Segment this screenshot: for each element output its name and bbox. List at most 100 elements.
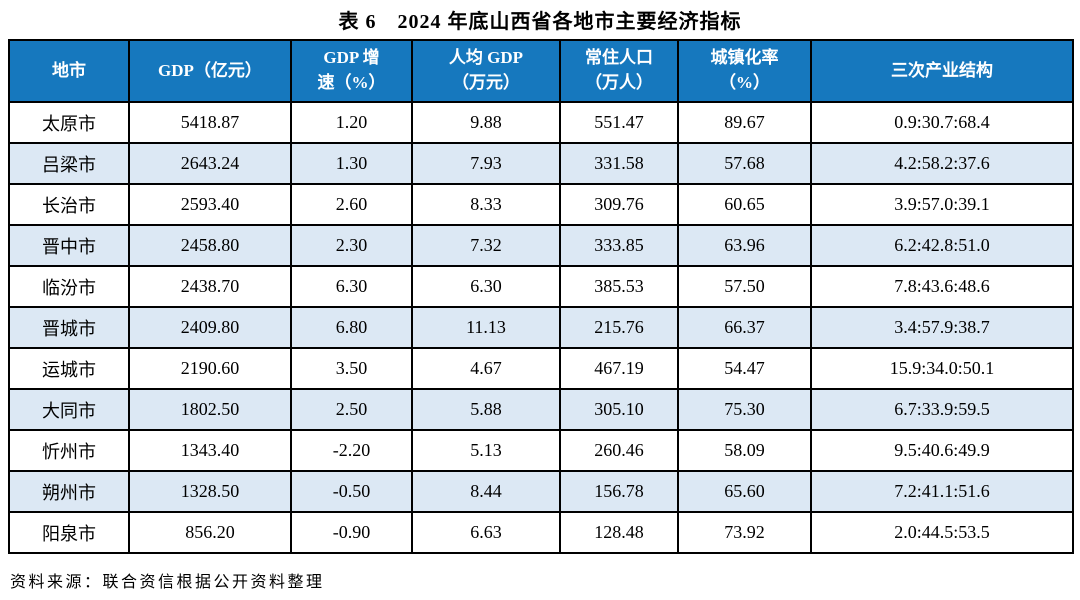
- table-cell: 3.9:57.0:39.1: [810, 183, 1074, 226]
- table-cell: 2409.80: [128, 306, 292, 349]
- table-cell: 65.60: [677, 470, 812, 513]
- table-cell: 长治市: [8, 183, 130, 226]
- table-cell: 57.50: [677, 265, 812, 308]
- table-cell: 15.9:34.0:50.1: [810, 347, 1074, 390]
- table-cell: 6.7:33.9:59.5: [810, 388, 1074, 431]
- table-cell: 333.85: [559, 224, 679, 267]
- table-cell: 7.8:43.6:48.6: [810, 265, 1074, 308]
- table-row: 太原市 5418.87 1.20 9.88 551.47 89.67 0.9:30.7:68…: [8, 101, 1074, 144]
- table-cell: 5.88: [411, 388, 561, 431]
- table-cell: 73.92: [677, 511, 812, 554]
- table-cell: 260.46: [559, 429, 679, 472]
- table-cell: 1802.50: [128, 388, 292, 431]
- table-cell: 7.32: [411, 224, 561, 267]
- table-cell: 4.67: [411, 347, 561, 390]
- table-cell: 6.80: [290, 306, 413, 349]
- col-header-gdp-growth: GDP 增 速（%）: [290, 39, 413, 103]
- table-cell: 89.67: [677, 101, 812, 144]
- table-cell: 8.44: [411, 470, 561, 513]
- table-cell: 856.20: [128, 511, 292, 554]
- table-cell: -2.20: [290, 429, 413, 472]
- economic-indicators-table: 地市 GDP（亿元） GDP 增 速（%） 人均 GDP （万元） 常住人口 （…: [8, 39, 1074, 554]
- table-cell: 467.19: [559, 347, 679, 390]
- table-cell: 331.58: [559, 142, 679, 185]
- table-cell: 太原市: [8, 101, 130, 144]
- table-title: 表 6 2024 年底山西省各地市主要经济指标: [338, 11, 742, 33]
- table-cell: 309.76: [559, 183, 679, 226]
- table-cell: 晋中市: [8, 224, 130, 267]
- table-cell: 1343.40: [128, 429, 292, 472]
- table-cell: 60.65: [677, 183, 812, 226]
- table-row: 运城市 2190.60 3.50 4.67 467.19 54.47 15.9:34.0:5…: [8, 347, 1074, 390]
- table-row: 朔州市 1328.50 -0.50 8.44 156.78 65.60 7.2:41.1:5…: [8, 470, 1074, 513]
- table-cell: 3.50: [290, 347, 413, 390]
- table-row: 长治市 2593.40 2.60 8.33 309.76 60.65 3.9:57.0:39…: [8, 183, 1074, 226]
- table-row: 大同市 1802.50 2.50 5.88 305.10 75.30 6.7:33.9:59…: [8, 388, 1074, 431]
- table-row: 晋中市 2458.80 2.30 7.32 333.85 63.96 6.2:42.8:51…: [8, 224, 1074, 267]
- table-cell: 2.30: [290, 224, 413, 267]
- table-row: 忻州市 1343.40 -2.20 5.13 260.46 58.09 9.5:40.6:4…: [8, 429, 1074, 472]
- table-cell: 2438.70: [128, 265, 292, 308]
- table-cell: 2643.24: [128, 142, 292, 185]
- table-cell: 吕梁市: [8, 142, 130, 185]
- table-cell: 6.30: [411, 265, 561, 308]
- table-cell: 阳泉市: [8, 511, 130, 554]
- table-cell: -0.90: [290, 511, 413, 554]
- table-cell: 66.37: [677, 306, 812, 349]
- table-cell: 54.47: [677, 347, 812, 390]
- table-body: 太原市 5418.87 1.20 9.88 551.47 89.67 0.9:30.7:68…: [8, 101, 1074, 554]
- table-cell: 运城市: [8, 347, 130, 390]
- table-cell: 4.2:58.2:37.6: [810, 142, 1074, 185]
- table-cell: 1.20: [290, 101, 413, 144]
- col-header-gdp-per-capita: 人均 GDP （万元）: [411, 39, 561, 103]
- table-cell: 6.2:42.8:51.0: [810, 224, 1074, 267]
- table-header: 地市 GDP（亿元） GDP 增 速（%） 人均 GDP （万元） 常住人口 （…: [8, 39, 1074, 103]
- table-cell: 6.30: [290, 265, 413, 308]
- table-cell: 朔州市: [8, 470, 130, 513]
- table-cell: 2593.40: [128, 183, 292, 226]
- table-cell: 0.9:30.7:68.4: [810, 101, 1074, 144]
- table-cell: 11.13: [411, 306, 561, 349]
- col-header-gdp: GDP（亿元）: [128, 39, 292, 103]
- table-cell: 2.60: [290, 183, 413, 226]
- table-cell: 大同市: [8, 388, 130, 431]
- table-cell: 2.0:44.5:53.5: [810, 511, 1074, 554]
- table-cell: 2.50: [290, 388, 413, 431]
- table-cell: 305.10: [559, 388, 679, 431]
- source-note: 资料来源：联合资信根据公开资料整理: [10, 574, 325, 591]
- table-cell: 75.30: [677, 388, 812, 431]
- table-cell: -0.50: [290, 470, 413, 513]
- table-cell: 1.30: [290, 142, 413, 185]
- table-cell: 551.47: [559, 101, 679, 144]
- table-row: 晋城市 2409.80 6.80 11.13 215.76 66.37 3.4:57.9:3…: [8, 306, 1074, 349]
- table-cell: 3.4:57.9:38.7: [810, 306, 1074, 349]
- table-cell: 2458.80: [128, 224, 292, 267]
- table-cell: 57.68: [677, 142, 812, 185]
- table-cell: 156.78: [559, 470, 679, 513]
- col-header-urbanization: 城镇化率 （%）: [677, 39, 812, 103]
- table-cell: 215.76: [559, 306, 679, 349]
- table-row: 吕梁市 2643.24 1.30 7.93 331.58 57.68 4.2:58.2:37…: [8, 142, 1074, 185]
- table-cell: 5418.87: [128, 101, 292, 144]
- table-cell: 晋城市: [8, 306, 130, 349]
- table-cell: 忻州市: [8, 429, 130, 472]
- table-cell: 9.88: [411, 101, 561, 144]
- table-cell: 7.93: [411, 142, 561, 185]
- table-cell: 2190.60: [128, 347, 292, 390]
- table-cell: 58.09: [677, 429, 812, 472]
- header-row: 地市 GDP（亿元） GDP 增 速（%） 人均 GDP （万元） 常住人口 （…: [8, 39, 1074, 103]
- table-row: 阳泉市 856.20 -0.90 6.63 128.48 73.92 2.0:44.5:53…: [8, 511, 1074, 554]
- table-cell: 385.53: [559, 265, 679, 308]
- col-header-city: 地市: [8, 39, 130, 103]
- table-cell: 1328.50: [128, 470, 292, 513]
- table-cell: 128.48: [559, 511, 679, 554]
- table-cell: 7.2:41.1:51.6: [810, 470, 1074, 513]
- col-header-population: 常住人口 （万人）: [559, 39, 679, 103]
- col-header-industry-mix: 三次产业结构: [810, 39, 1074, 103]
- table-row: 临汾市 2438.70 6.30 6.30 385.53 57.50 7.8:43.6:48…: [8, 265, 1074, 308]
- table-cell: 8.33: [411, 183, 561, 226]
- table-cell: 9.5:40.6:49.9: [810, 429, 1074, 472]
- table-cell: 6.63: [411, 511, 561, 554]
- table-cell: 63.96: [677, 224, 812, 267]
